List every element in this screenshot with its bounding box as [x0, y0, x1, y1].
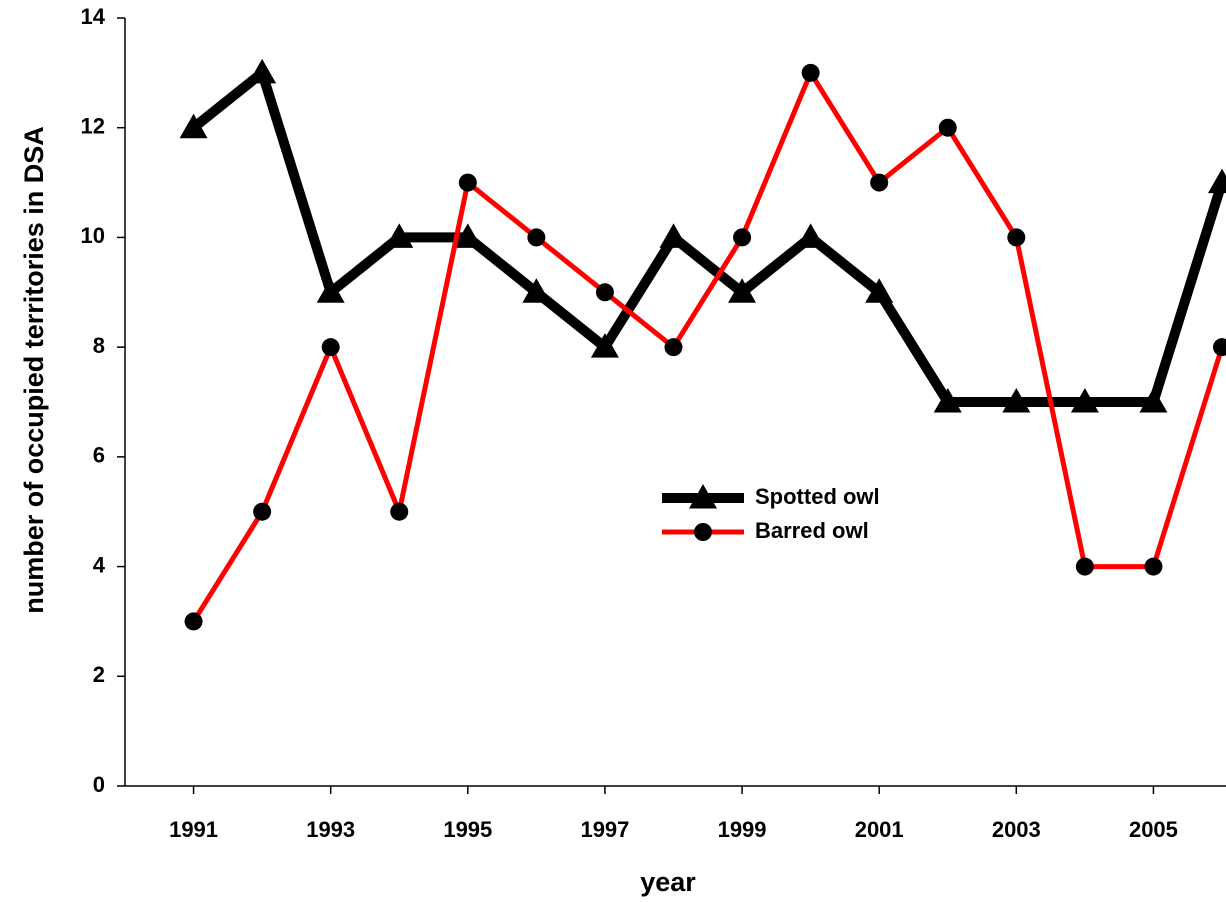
- point-marker: [458, 173, 477, 192]
- point-marker: [733, 228, 752, 247]
- legend-label: Spotted owl: [755, 484, 880, 509]
- y-tick-label: 4: [93, 552, 106, 577]
- y-tick-label: 12: [81, 114, 105, 139]
- point-marker: [321, 338, 340, 357]
- point-marker: [933, 388, 962, 413]
- x-tick-label: 2005: [1129, 817, 1178, 842]
- point-marker: [865, 278, 894, 303]
- point-marker: [179, 113, 208, 139]
- point-marker: [253, 502, 272, 521]
- y-axis-title: number of occupied territories in DSA: [19, 126, 49, 614]
- y-tick-label: 0: [93, 772, 105, 797]
- x-tick-label: 2003: [992, 817, 1041, 842]
- point-marker: [870, 173, 889, 192]
- series-line: [190, 64, 1226, 407]
- y-tick-label: 10: [81, 223, 105, 248]
- point-marker: [1002, 388, 1031, 413]
- x-tick-label: 1993: [306, 817, 355, 842]
- point-marker: [184, 612, 203, 631]
- y-tick-label: 8: [93, 333, 105, 358]
- x-tick-label: 1997: [580, 817, 629, 842]
- point-marker: [796, 223, 825, 248]
- point-marker: [248, 58, 277, 84]
- point-marker: [316, 278, 345, 303]
- point-marker: [527, 228, 546, 247]
- point-marker: [1070, 388, 1099, 413]
- x-axis-title: year: [640, 867, 696, 897]
- x-tick-label: 1999: [718, 817, 767, 842]
- series-line: [191, 67, 1225, 623]
- legend-marker: [694, 523, 712, 541]
- point-marker: [390, 502, 409, 521]
- point-marker: [1213, 338, 1226, 357]
- point-marker: [1075, 557, 1094, 576]
- point-marker: [1208, 168, 1226, 194]
- point-marker: [728, 278, 757, 303]
- legend-label: Barred owl: [755, 518, 869, 543]
- y-tick-label: 14: [81, 4, 106, 29]
- point-marker: [1144, 557, 1163, 576]
- point-marker: [664, 338, 683, 357]
- point-marker: [938, 118, 957, 137]
- point-marker: [590, 333, 619, 358]
- point-marker: [385, 223, 414, 248]
- x-tick-label: 2001: [855, 817, 904, 842]
- point-marker: [1139, 388, 1168, 413]
- point-marker: [453, 223, 482, 248]
- point-marker: [595, 283, 614, 302]
- x-tick-label: 1991: [169, 817, 218, 842]
- x-tick-label: 1995: [443, 817, 492, 842]
- point-marker: [801, 63, 820, 82]
- point-marker: [1007, 228, 1026, 247]
- point-marker: [659, 223, 688, 248]
- y-tick-label: 6: [93, 443, 105, 468]
- y-tick-label: 2: [93, 662, 105, 687]
- legend-marker: [689, 484, 717, 509]
- point-marker: [522, 278, 551, 303]
